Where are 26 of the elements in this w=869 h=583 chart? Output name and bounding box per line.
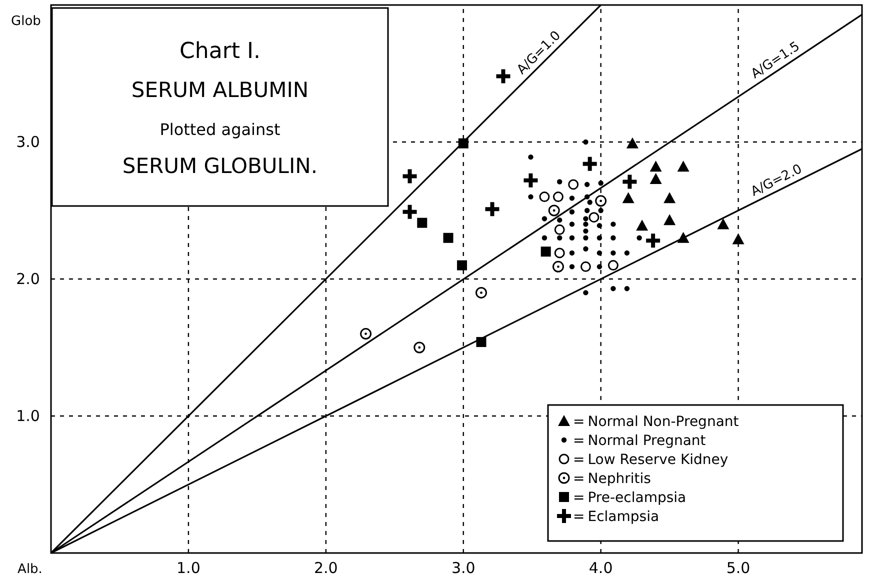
annotation: Plotted against (160, 120, 280, 139)
x-tick-label: 3.0 (451, 559, 476, 577)
text: = (573, 452, 585, 468)
x-axis-title: Alb. (18, 562, 42, 577)
text: = (573, 509, 585, 525)
x-tick-label: 2.0 (314, 559, 338, 577)
legend-label: Normal Non-Pregnant (588, 414, 740, 430)
x-tick-label: 4.0 (588, 559, 613, 577)
text: = (573, 471, 585, 487)
legend-label: Low Reserve Kidney (588, 452, 728, 468)
annotation: SERUM GLOBULIN. (122, 154, 318, 178)
y-tick-label: 1.0 (16, 407, 40, 425)
text: = (573, 490, 585, 506)
legend-label: Normal Pregnant (588, 433, 706, 449)
y-axis-title: Glob (11, 14, 41, 29)
x-tick-label: 5.0 (726, 559, 750, 577)
legend-label: Nephritis (588, 471, 651, 487)
legend-label: Pre-eclampsia (588, 490, 686, 506)
annotation: = (573, 414, 585, 430)
y-tick-label: 3.0 (16, 133, 40, 151)
x-tick-label: 1.0 (176, 559, 200, 577)
legend-label: Eclampsia (588, 509, 660, 525)
annotation: SERUM ALBUMIN (131, 78, 309, 102)
text: Chart I. (180, 39, 260, 64)
y-tick-label: 2.0 (16, 270, 40, 288)
text: = (573, 433, 585, 449)
